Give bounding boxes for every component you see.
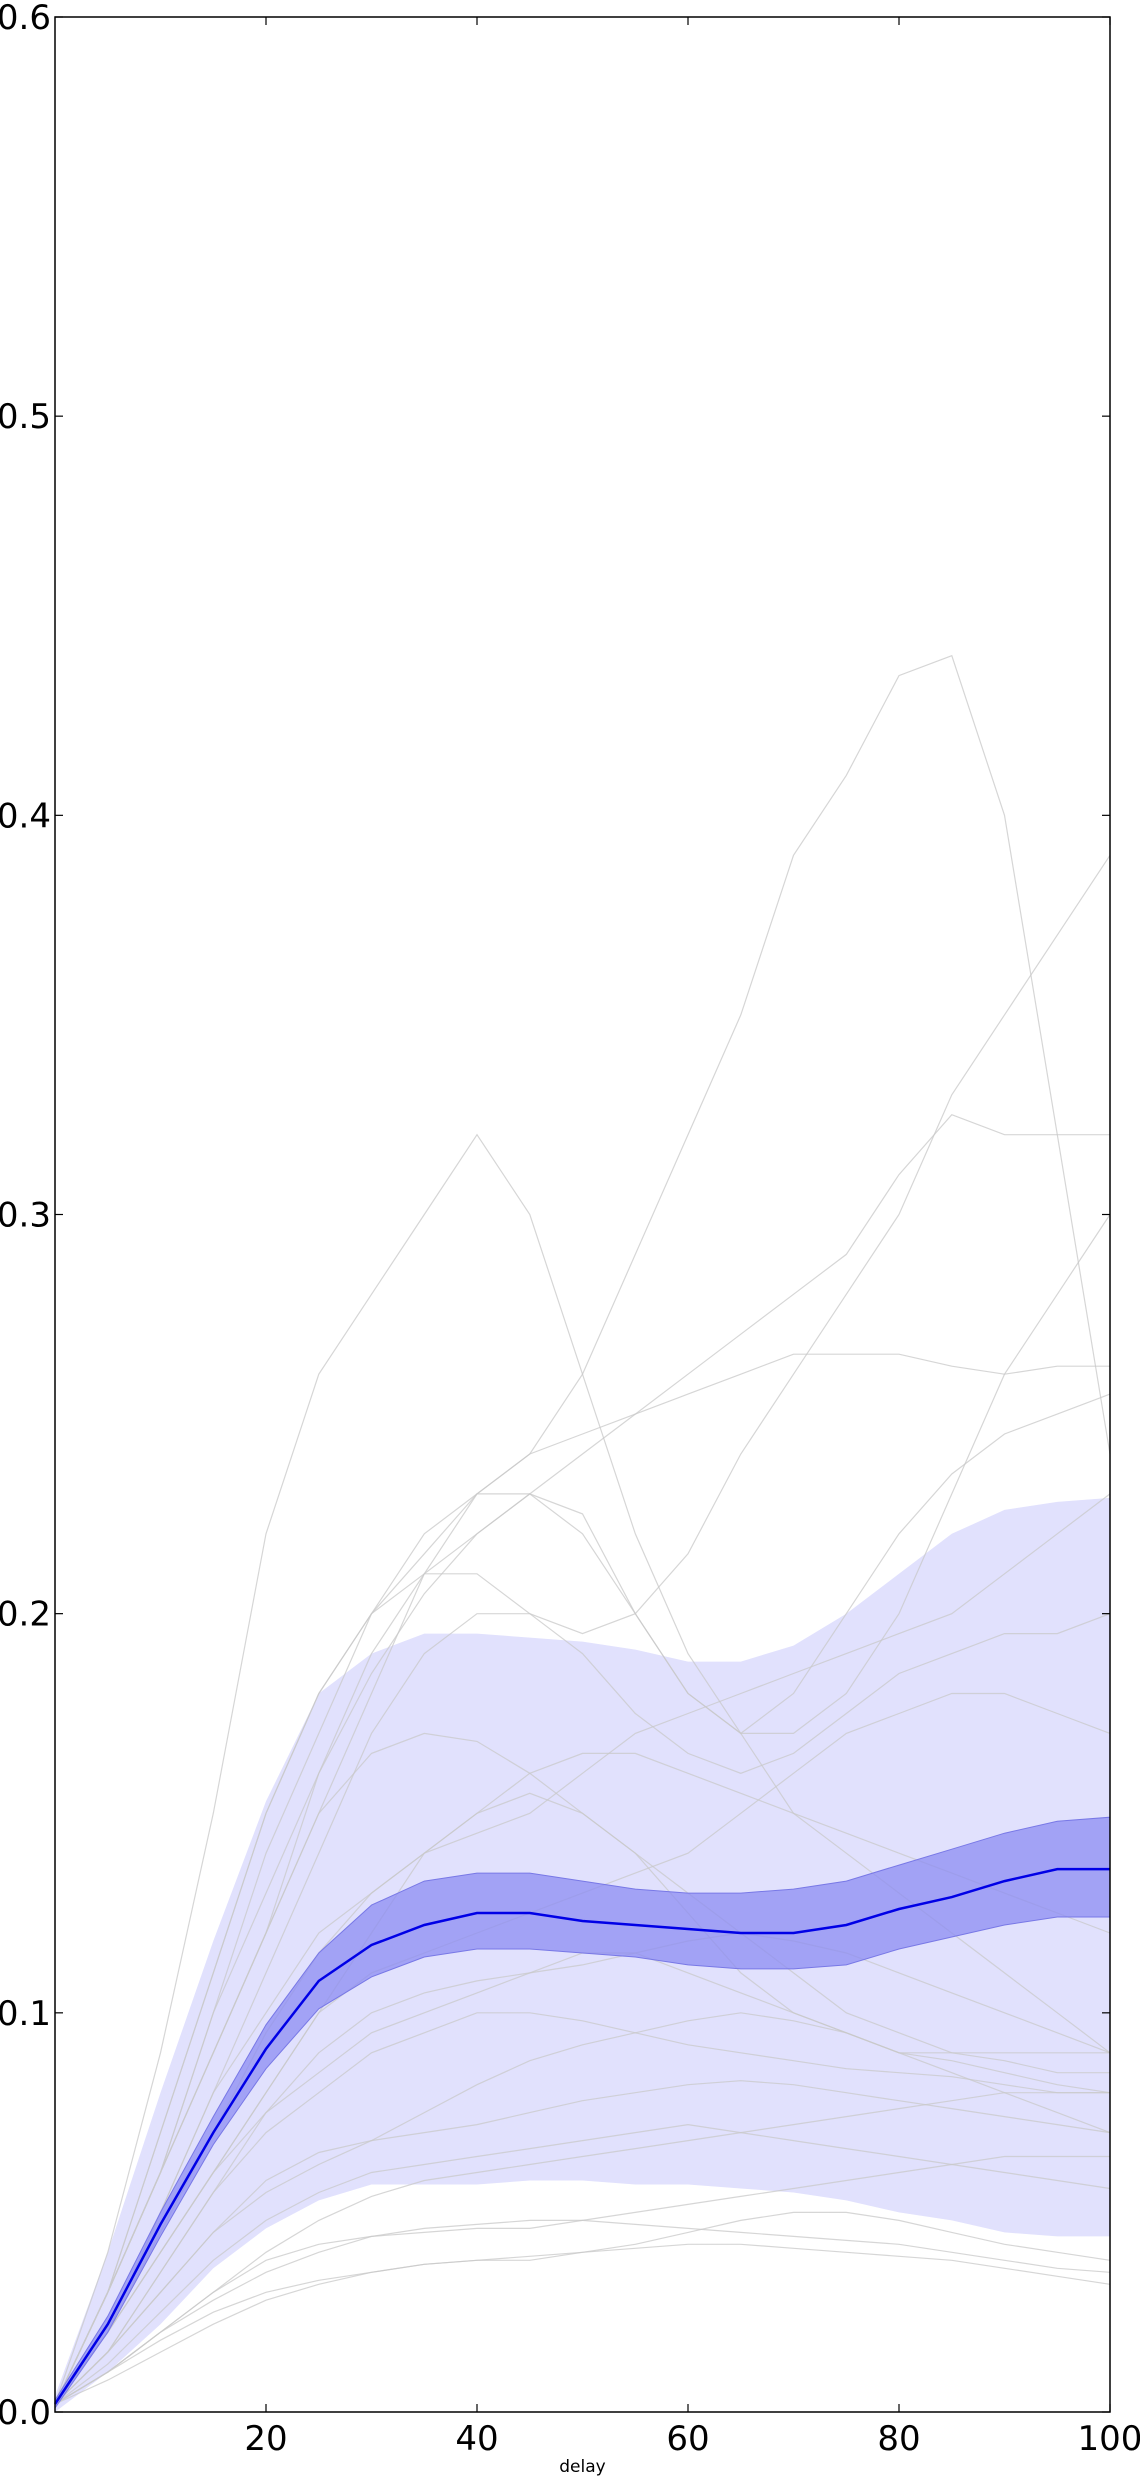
- individual-trace-14: [54, 2012, 1111, 2405]
- individual-trace-22: [54, 1792, 1111, 2405]
- individual-trace-8: [54, 1613, 1111, 2405]
- individual-trace-20: [54, 2243, 1111, 2405]
- individual-trace-24: [54, 1932, 1111, 2405]
- tick-marks: [55, 16, 1111, 2413]
- individual-trace-15: [54, 2080, 1111, 2405]
- individual-trace-21: [54, 2092, 1110, 2405]
- x-tick-labels: 20 40 60 80 100: [244, 2419, 1140, 2459]
- y-tick-label: 0.2: [0, 1595, 51, 1635]
- individual-trace-5: [54, 1353, 1110, 2405]
- individual-trace-4: [54, 1113, 1110, 2405]
- y-tick-label: 0.6: [0, 0, 51, 38]
- individual-trace-16: [54, 2123, 1111, 2405]
- mean-line: [53, 1867, 1110, 2405]
- x-tick-label: 20: [244, 2419, 287, 2459]
- y-tick-label: 0.0: [0, 2393, 51, 2433]
- individual-trace-13: [54, 2012, 1110, 2405]
- x-tick-label: 80: [877, 2419, 920, 2459]
- x-tick-label: 60: [666, 2419, 709, 2459]
- y-tick-label: 0.5: [0, 397, 51, 437]
- outer-band: [55, 1497, 1110, 2412]
- plot-area: [53, 654, 1111, 2412]
- x-axis-title: delay: [559, 2457, 605, 2477]
- y-tick-label: 0.3: [0, 1196, 51, 1236]
- y-tick-label: 0.4: [0, 796, 51, 836]
- y-tick-label: 0.1: [0, 1994, 51, 2034]
- x-tick-label: 100: [1078, 2419, 1140, 2459]
- x-tick-label: 40: [455, 2419, 498, 2459]
- individual-trace-19: [54, 2219, 1111, 2405]
- y-tick-labels: 0.0 0.1 0.2 0.3 0.4 0.5 0.6: [0, 0, 51, 2433]
